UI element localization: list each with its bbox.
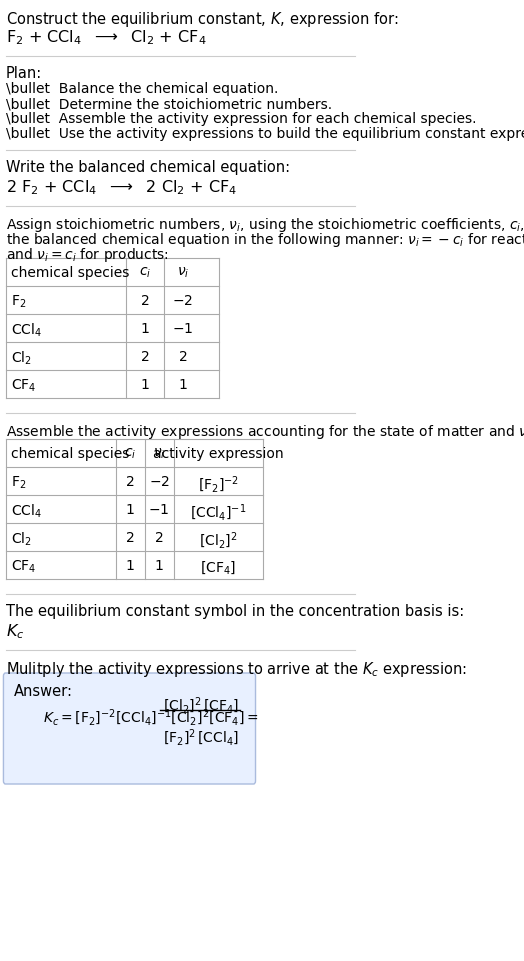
Text: $[\mathrm{Cl_2}]^{2}\,[\mathrm{CF_4}]$: $[\mathrm{Cl_2}]^{2}\,[\mathrm{CF_4}]$	[162, 696, 239, 716]
Text: 1: 1	[140, 322, 149, 336]
Text: $c_i$: $c_i$	[139, 266, 151, 281]
Text: $K_c$: $K_c$	[6, 622, 24, 641]
Text: $\mathregular{F_2}$: $\mathregular{F_2}$	[11, 294, 26, 310]
Text: \bullet  Balance the chemical equation.: \bullet Balance the chemical equation.	[6, 82, 278, 96]
Text: $[\mathregular{CCl_4}]^{-1}$: $[\mathregular{CCl_4}]^{-1}$	[190, 503, 246, 524]
Text: $\nu_i$: $\nu_i$	[153, 447, 165, 461]
Text: $\nu_i$: $\nu_i$	[177, 266, 189, 281]
Text: chemical species: chemical species	[11, 266, 129, 280]
Text: activity expression: activity expression	[153, 447, 283, 461]
Text: $\mathregular{CF_4}$: $\mathregular{CF_4}$	[11, 559, 36, 576]
Text: $\mathregular{CCl_4}$: $\mathregular{CCl_4}$	[11, 322, 42, 339]
Text: $1$: $1$	[178, 378, 188, 392]
Text: $[\mathregular{CF_4}]$: $[\mathregular{CF_4}]$	[200, 559, 236, 576]
Text: 1: 1	[126, 559, 135, 573]
Text: $[\mathregular{F_2}]^{-2}$: $[\mathregular{F_2}]^{-2}$	[198, 475, 239, 496]
Text: $\mathregular{F_2}$ + $\mathregular{CCl_4}$  $\longrightarrow$  $\mathregular{Cl: $\mathregular{F_2}$ + $\mathregular{CCl_…	[6, 28, 206, 47]
Text: $[\mathregular{Cl_2}]^{2}$: $[\mathregular{Cl_2}]^{2}$	[199, 531, 237, 552]
Text: $-1$: $-1$	[172, 322, 193, 336]
Text: $K_c = [\mathrm{F_2}]^{-2}[\mathrm{CCl_4}]^{-1}[\mathrm{Cl_2}]^{2}[\mathrm{CF_4}: $K_c = [\mathrm{F_2}]^{-2}[\mathrm{CCl_4…	[43, 708, 259, 728]
Text: Assemble the activity expressions accounting for the state of matter and $\nu_i$: Assemble the activity expressions accoun…	[6, 423, 524, 441]
Text: 1: 1	[126, 503, 135, 517]
Text: Mulitply the activity expressions to arrive at the $K_c$ expression:: Mulitply the activity expressions to arr…	[6, 660, 466, 679]
Text: $\mathregular{F_2}$: $\mathregular{F_2}$	[11, 475, 26, 491]
Text: Answer:: Answer:	[14, 684, 73, 699]
Text: $-2$: $-2$	[172, 294, 193, 308]
Text: $[\mathrm{F_2}]^{2}\,[\mathrm{CCl_4}]$: $[\mathrm{F_2}]^{2}\,[\mathrm{CCl_4}]$	[162, 728, 239, 749]
Text: 2: 2	[140, 350, 149, 364]
Text: \bullet  Use the activity expressions to build the equilibrium constant expressi: \bullet Use the activity expressions to …	[6, 127, 524, 141]
Text: $\mathregular{Cl_2}$: $\mathregular{Cl_2}$	[11, 350, 32, 367]
Text: $\mathregular{CF_4}$: $\mathregular{CF_4}$	[11, 378, 36, 394]
Text: \bullet  Determine the stoichiometric numbers.: \bullet Determine the stoichiometric num…	[6, 97, 332, 111]
Text: 2 $\mathregular{F_2}$ + $\mathregular{CCl_4}$  $\longrightarrow$  2 $\mathregula: 2 $\mathregular{F_2}$ + $\mathregular{CC…	[6, 178, 236, 197]
Text: $2$: $2$	[178, 350, 188, 364]
Text: Construct the equilibrium constant, $K$, expression for:: Construct the equilibrium constant, $K$,…	[6, 10, 398, 29]
Text: chemical species: chemical species	[11, 447, 129, 461]
Text: The equilibrium constant symbol in the concentration basis is:: The equilibrium constant symbol in the c…	[6, 604, 464, 619]
FancyBboxPatch shape	[4, 673, 256, 784]
Text: the balanced chemical equation in the following manner: $\nu_i = -c_i$ for react: the balanced chemical equation in the fo…	[6, 231, 524, 249]
Text: $-1$: $-1$	[148, 503, 170, 517]
Text: 1: 1	[140, 378, 149, 392]
Text: Plan:: Plan:	[6, 66, 42, 81]
Text: $\mathregular{CCl_4}$: $\mathregular{CCl_4}$	[11, 503, 42, 521]
Text: $\mathregular{Cl_2}$: $\mathregular{Cl_2}$	[11, 531, 32, 549]
Text: 2: 2	[140, 294, 149, 308]
Text: Write the balanced chemical equation:: Write the balanced chemical equation:	[6, 160, 290, 175]
Text: $1$: $1$	[154, 559, 164, 573]
Text: \bullet  Assemble the activity expression for each chemical species.: \bullet Assemble the activity expression…	[6, 112, 476, 126]
Text: Assign stoichiometric numbers, $\nu_i$, using the stoichiometric coefficients, $: Assign stoichiometric numbers, $\nu_i$, …	[6, 216, 524, 234]
Text: and $\nu_i = c_i$ for products:: and $\nu_i = c_i$ for products:	[6, 246, 168, 264]
Text: $c_i$: $c_i$	[124, 447, 136, 461]
Text: 2: 2	[126, 531, 135, 545]
Text: 2: 2	[126, 475, 135, 489]
Text: $-2$: $-2$	[149, 475, 170, 489]
Text: $2$: $2$	[155, 531, 164, 545]
